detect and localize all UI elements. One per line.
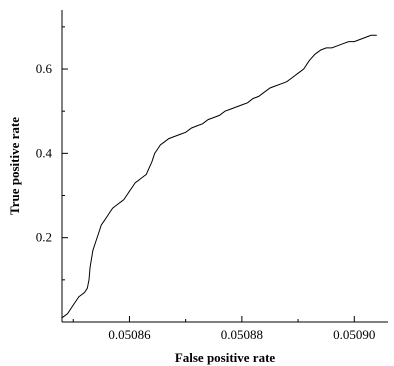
y-axis-title: True positive rate xyxy=(7,117,22,215)
y-tick-label: 0.4 xyxy=(36,145,53,160)
roc-curve-line xyxy=(61,34,377,319)
y-tick-label: 0.6 xyxy=(36,61,53,76)
x-tick-label: 0.05090 xyxy=(333,327,375,342)
x-tick-label: 0.05086 xyxy=(108,327,151,342)
x-tick-label: 0.05088 xyxy=(221,327,263,342)
y-tick-label: 0.2 xyxy=(36,230,52,245)
tick-group: 0.05086 0.05088 0.05090 0.2 0.4 0.6 xyxy=(36,26,375,342)
x-axis-title: False positive rate xyxy=(175,350,276,365)
plot-area: 0.05086 0.05088 0.05090 0.2 0.4 0.6 xyxy=(36,10,388,342)
